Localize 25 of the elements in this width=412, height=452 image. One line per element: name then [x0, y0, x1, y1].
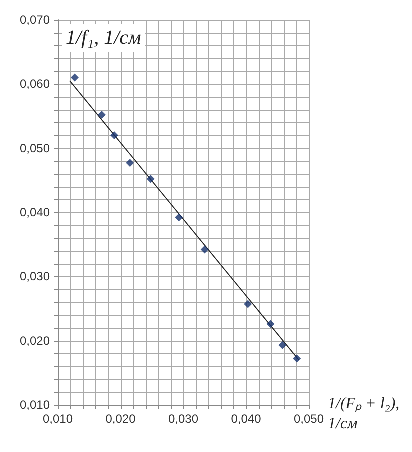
- y-tick-label: 0,020: [20, 334, 50, 348]
- y-tick-label: 0,070: [20, 13, 50, 27]
- y-axis-title: 1/f₁, 1/см: [66, 27, 142, 49]
- x-tick-label: 0,020: [106, 412, 136, 426]
- y-tick-label: 0,030: [20, 270, 50, 284]
- point: [70, 74, 79, 82]
- point: [293, 354, 302, 363]
- y-tick-label: 0,060: [20, 77, 50, 92]
- x-tick-label: 0,010: [42, 412, 74, 426]
- x-axis-title: 1/(Fₚ + l₂), 1/см: [328, 396, 400, 432]
- point: [110, 132, 118, 140]
- y-tick-label: 0,050: [20, 141, 50, 156]
- y-tick-label: 0,010: [20, 398, 50, 412]
- x-tick-label: 0,040: [231, 412, 262, 426]
- point: [175, 214, 184, 222]
- point: [98, 110, 106, 119]
- x-tick-label: 0,030: [168, 412, 199, 426]
- point: [200, 246, 209, 254]
- point: [244, 300, 252, 308]
- x-tick-label: 0,050: [294, 412, 324, 426]
- point: [126, 159, 134, 168]
- point: [266, 320, 275, 328]
- point: [278, 341, 287, 350]
- point: [146, 175, 155, 184]
- y-tick-label: 0,040: [20, 206, 50, 220]
